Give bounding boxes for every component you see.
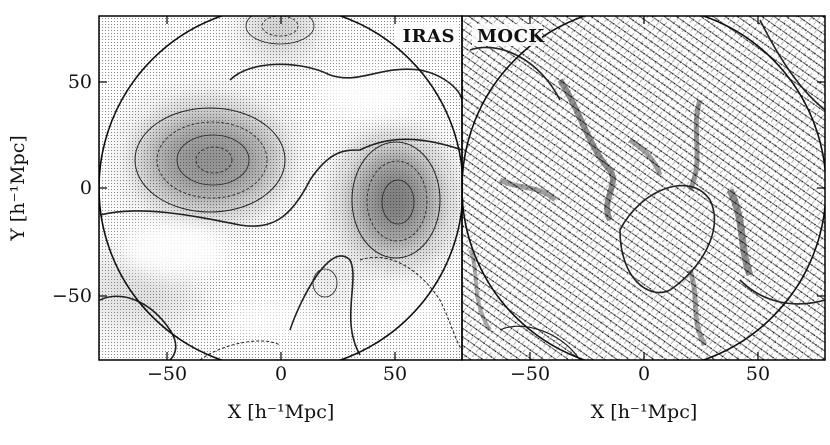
left-panel-title: IRAS [403, 26, 455, 47]
right-panel-title: MOCK [477, 26, 545, 47]
left-x-tick-label: −50 [147, 363, 187, 385]
right-title-bg [472, 24, 542, 46]
voids-left [120, 73, 440, 340]
left-x-tick-label: 50 [383, 363, 407, 385]
y-tick-label: −50 [52, 285, 92, 307]
density-field-left [99, 16, 440, 330]
y-axis-label: Y [h⁻¹Mpc] [7, 135, 29, 242]
left-panel [99, 16, 462, 360]
left-title-bg [396, 24, 458, 46]
velocity-field-right-overlay [462, 16, 825, 360]
left-x-axis-label: X [h⁻¹Mpc] [228, 401, 335, 423]
tick-marks [99, 16, 825, 360]
right-x-tick-label: 50 [746, 363, 770, 385]
right-x-axis-label: X [h⁻¹Mpc] [591, 401, 698, 423]
y-tick-label: 0 [80, 177, 92, 199]
right-x-tick-label: −50 [510, 363, 550, 385]
right-panel [462, 16, 825, 360]
density-contours-right [469, 19, 825, 360]
left-x-tick-label: 0 [275, 363, 287, 385]
right-x-tick-label: 0 [638, 363, 650, 385]
density-filaments-right [468, 78, 754, 347]
y-tick-label: 50 [68, 71, 92, 93]
density-contours-left [99, 16, 462, 360]
